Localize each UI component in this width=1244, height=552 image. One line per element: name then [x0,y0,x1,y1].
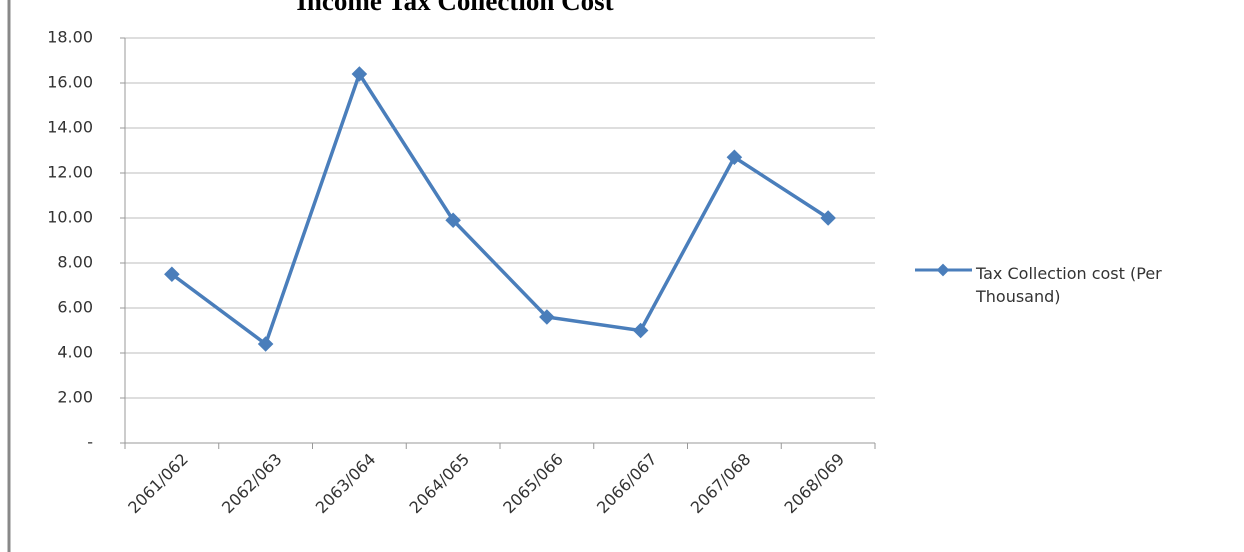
y-tick-label: 4.00 [57,343,93,362]
chart-title: Income Tax Collection Cost [296,0,613,16]
x-tick-label: 2065/066 [499,450,567,518]
legend-label: Tax Collection cost (Per Thousand) [976,264,1162,306]
data-point [632,322,649,339]
data-point [445,212,461,229]
y-tick-label: - [87,433,93,452]
x-tick-label: 2068/069 [780,450,848,518]
data-point [820,210,836,226]
y-tick-label: 6.00 [57,298,93,317]
x-tick-label: 2067/068 [687,450,755,518]
y-tick-label: 2.00 [57,388,93,407]
y-tick-label: 12.00 [47,163,93,182]
x-tick-label: 2064/065 [405,450,473,518]
x-tick-label: 2061/062 [124,450,192,518]
x-tick-label: 2062/063 [218,450,286,518]
x-tick-label: 2063/064 [312,450,380,518]
y-tick-label: 18.00 [47,28,93,47]
data-point [164,266,180,283]
legend-marker [936,263,950,277]
series-line [170,70,830,347]
x-tick-label: 2066/067 [593,450,661,518]
y-tick-label: 8.00 [57,253,93,272]
data-point [726,149,743,166]
y-tick-label: 10.00 [47,208,93,227]
y-tick-label: 14.00 [47,118,93,137]
y-tick-label: 16.00 [47,73,93,92]
